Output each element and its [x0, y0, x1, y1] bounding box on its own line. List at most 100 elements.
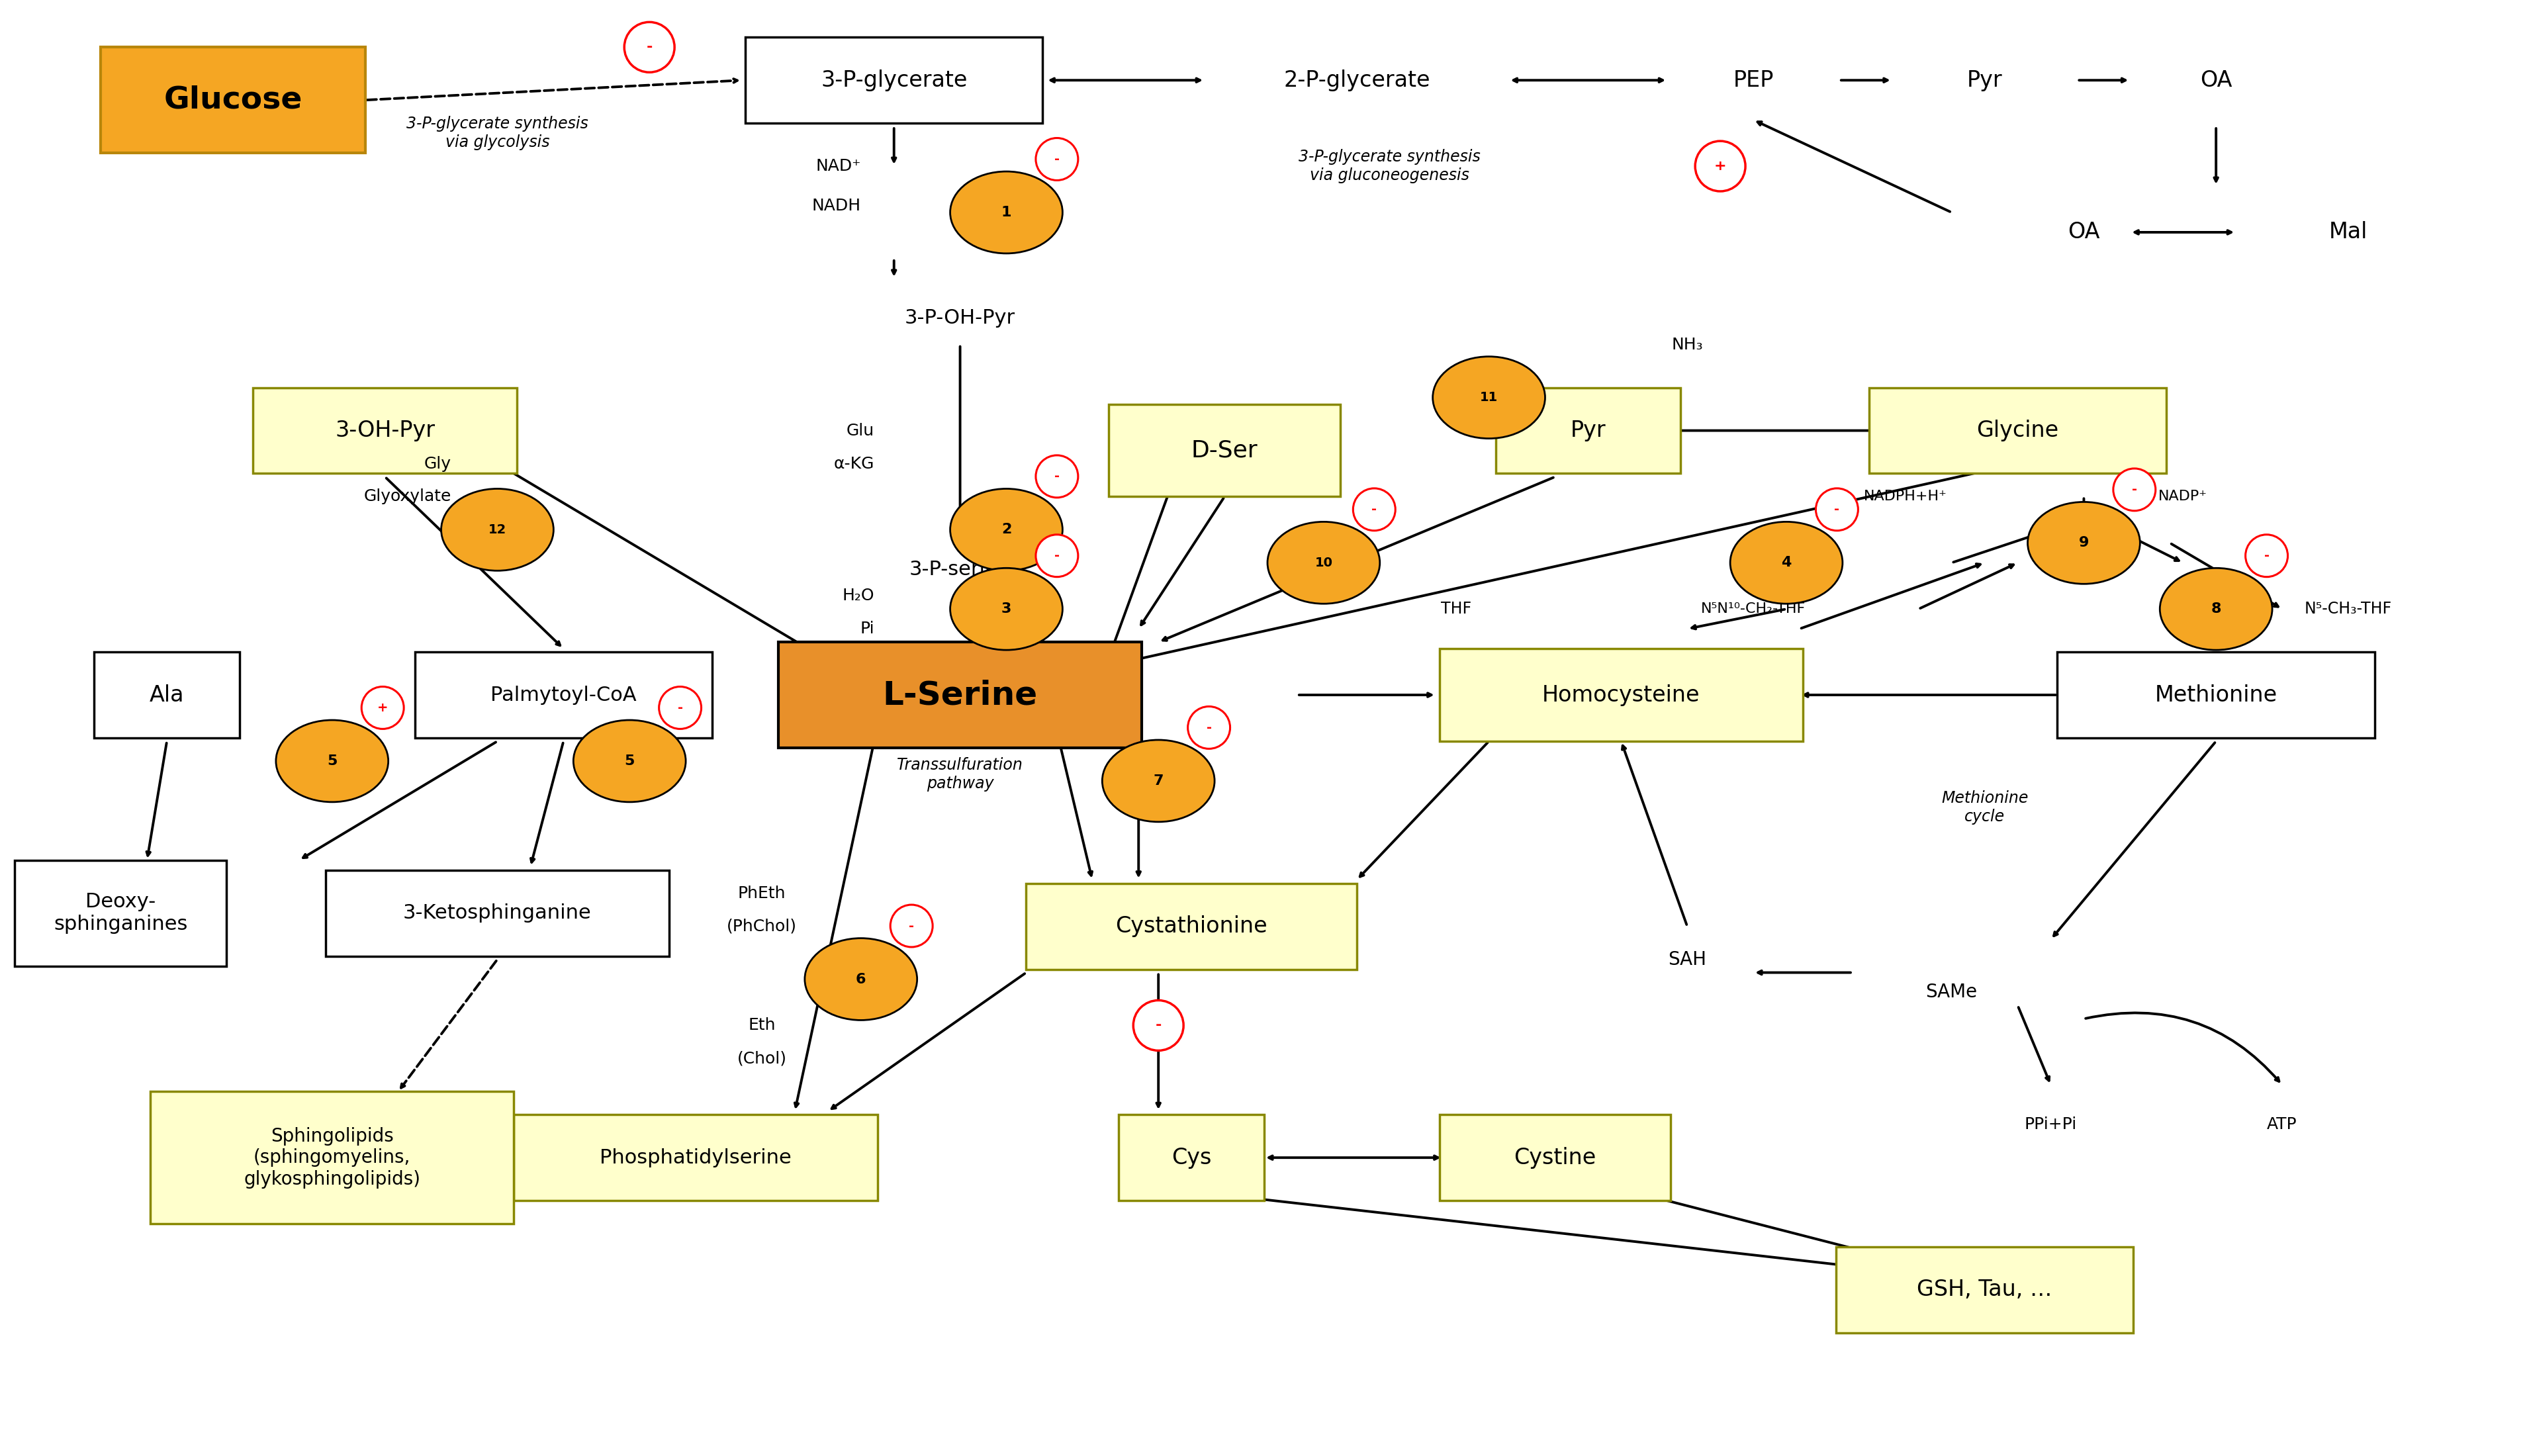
Text: 3: 3 — [1001, 603, 1011, 616]
Text: 8: 8 — [2211, 603, 2221, 616]
Text: Methionine
cycle: Methionine cycle — [1941, 791, 2029, 824]
Text: 10: 10 — [1314, 556, 1332, 569]
FancyBboxPatch shape — [778, 642, 1142, 748]
Circle shape — [361, 687, 404, 729]
Circle shape — [2113, 469, 2156, 511]
FancyBboxPatch shape — [93, 652, 240, 738]
Text: 5: 5 — [326, 754, 336, 767]
Text: Pyr: Pyr — [1569, 419, 1605, 441]
Text: NH₃: NH₃ — [1670, 336, 1703, 352]
FancyBboxPatch shape — [1837, 1246, 2133, 1332]
Text: Pyr: Pyr — [1966, 70, 2001, 92]
Text: NADP⁺: NADP⁺ — [2158, 491, 2209, 504]
Ellipse shape — [1731, 521, 1842, 604]
Text: L-Serine: L-Serine — [882, 678, 1039, 711]
Ellipse shape — [442, 489, 553, 571]
FancyBboxPatch shape — [1440, 649, 1802, 741]
Ellipse shape — [2027, 502, 2140, 584]
Ellipse shape — [804, 938, 917, 1021]
Circle shape — [1036, 456, 1079, 498]
FancyBboxPatch shape — [1870, 387, 2166, 473]
Text: 7: 7 — [1152, 775, 1162, 788]
Text: 3-P-serine: 3-P-serine — [910, 559, 1011, 579]
Text: NADH: NADH — [811, 198, 862, 214]
Text: SAH: SAH — [1668, 951, 1706, 968]
Text: Deoxy-
sphinganines: Deoxy- sphinganines — [53, 893, 187, 933]
Ellipse shape — [275, 721, 389, 802]
Text: 1: 1 — [1001, 205, 1011, 218]
Text: Homocysteine: Homocysteine — [1541, 684, 1701, 706]
Text: 2-P-glycerate: 2-P-glycerate — [1284, 70, 1430, 92]
Text: -: - — [1205, 721, 1210, 734]
Text: N⁵-CH₃-THF: N⁵-CH₃-THF — [2305, 601, 2393, 617]
FancyBboxPatch shape — [1119, 1115, 1264, 1201]
Text: 11: 11 — [1481, 392, 1499, 403]
Text: Pi: Pi — [859, 620, 874, 636]
Ellipse shape — [1269, 521, 1380, 604]
Circle shape — [1036, 138, 1079, 181]
Text: Cys: Cys — [1173, 1147, 1210, 1169]
Text: 3-P-glycerate synthesis
via glycolysis: 3-P-glycerate synthesis via glycolysis — [407, 116, 589, 150]
Circle shape — [1696, 141, 1746, 191]
Text: Glycine: Glycine — [1976, 419, 2060, 441]
Text: 3-P-glycerate: 3-P-glycerate — [821, 70, 968, 92]
Circle shape — [1132, 1000, 1183, 1051]
Text: 4: 4 — [1782, 556, 1792, 569]
Circle shape — [1352, 488, 1395, 530]
Text: -: - — [1054, 549, 1059, 562]
Text: 3-Ketosphinganine: 3-Ketosphinganine — [404, 904, 591, 923]
FancyBboxPatch shape — [1496, 387, 1680, 473]
Text: Gly: Gly — [425, 456, 452, 472]
Text: Methionine: Methionine — [2156, 684, 2277, 706]
Ellipse shape — [2161, 568, 2272, 649]
FancyBboxPatch shape — [149, 1092, 513, 1223]
FancyBboxPatch shape — [326, 871, 670, 957]
Text: N⁵N¹⁰-CH₂-THF: N⁵N¹⁰-CH₂-THF — [1701, 603, 1807, 616]
Text: Glu: Glu — [847, 422, 874, 438]
Text: Phosphatidylserine: Phosphatidylserine — [599, 1147, 791, 1168]
Text: -: - — [677, 702, 682, 713]
Text: +: + — [1713, 160, 1726, 173]
FancyBboxPatch shape — [513, 1115, 877, 1201]
Text: (Chol): (Chol) — [738, 1051, 786, 1066]
Text: -: - — [2133, 483, 2138, 496]
Circle shape — [1036, 534, 1079, 577]
Text: -: - — [1155, 1019, 1162, 1032]
Text: 3-P-OH-Pyr: 3-P-OH-Pyr — [905, 309, 1016, 328]
Text: PEP: PEP — [1734, 70, 1774, 92]
Text: 3-OH-Pyr: 3-OH-Pyr — [336, 419, 435, 441]
Circle shape — [660, 687, 703, 729]
Text: Glyoxylate: Glyoxylate — [364, 489, 452, 505]
Ellipse shape — [1102, 740, 1215, 821]
FancyBboxPatch shape — [15, 860, 227, 965]
Text: +: + — [377, 702, 389, 713]
Text: Transsulfuration
pathway: Transsulfuration pathway — [897, 757, 1023, 792]
Text: Eth: Eth — [748, 1018, 776, 1034]
Text: Ala: Ala — [149, 684, 184, 706]
FancyBboxPatch shape — [1109, 405, 1339, 496]
Text: -: - — [1054, 470, 1059, 483]
Text: 3-P-glycerate synthesis
via gluconeogenesis: 3-P-glycerate synthesis via gluconeogene… — [1299, 149, 1481, 183]
Text: 6: 6 — [857, 973, 867, 986]
Text: PhEth: PhEth — [738, 885, 786, 901]
Text: (PhChol): (PhChol) — [728, 919, 796, 935]
Text: THF: THF — [1440, 601, 1471, 617]
Circle shape — [624, 22, 675, 73]
FancyBboxPatch shape — [414, 652, 713, 738]
Text: -: - — [647, 41, 652, 54]
FancyBboxPatch shape — [101, 47, 366, 153]
Text: GSH, Tau, …: GSH, Tau, … — [1918, 1278, 2052, 1300]
Text: -: - — [2264, 549, 2269, 562]
Text: OA: OA — [2201, 70, 2231, 92]
Text: Sphingolipids
(sphingomyelins,
glykosphingolipids): Sphingolipids (sphingomyelins, glykosphi… — [243, 1127, 419, 1188]
Text: -: - — [1054, 153, 1059, 166]
Text: Cystathionine: Cystathionine — [1114, 916, 1269, 938]
Text: Mal: Mal — [2330, 221, 2368, 243]
Text: -: - — [1372, 504, 1377, 515]
FancyBboxPatch shape — [1026, 884, 1357, 970]
Text: Cystine: Cystine — [1514, 1147, 1597, 1169]
Text: 12: 12 — [488, 523, 505, 536]
Text: -: - — [1835, 504, 1840, 515]
Text: Glucose: Glucose — [164, 84, 303, 115]
Text: H₂O: H₂O — [841, 588, 874, 604]
